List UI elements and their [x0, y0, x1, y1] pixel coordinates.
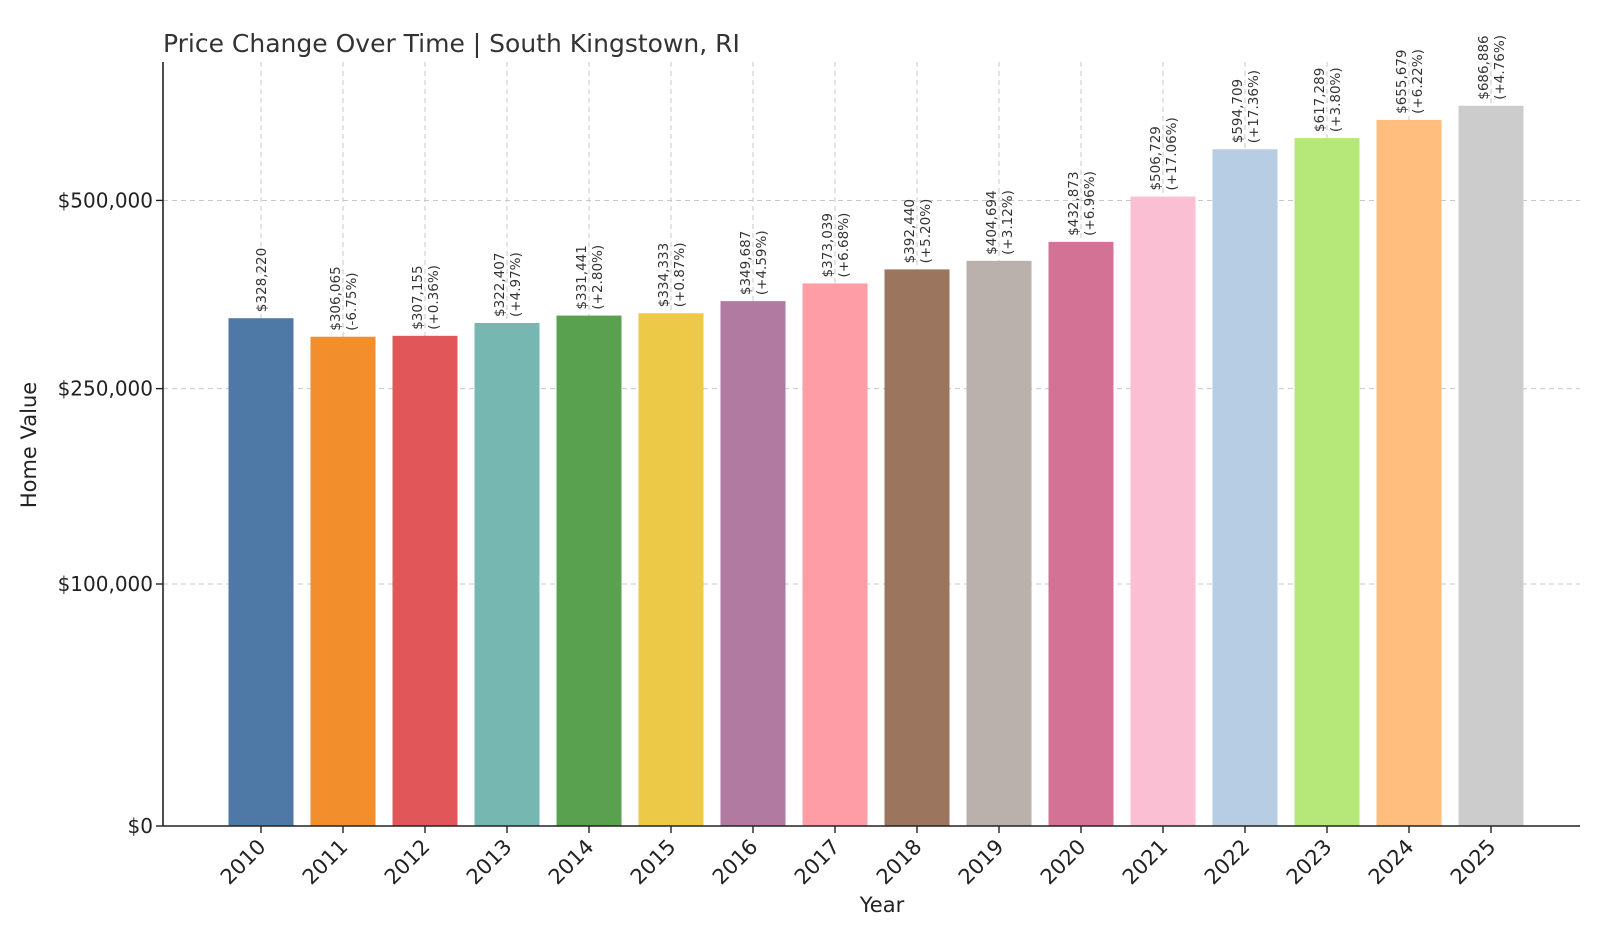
change-label: (+5.20%): [918, 199, 934, 264]
bar-label-group: $307,155 (+0.36%): [410, 265, 442, 330]
bars: [228, 105, 1524, 827]
bar-label-group: $349,687 (+4.59%): [738, 230, 770, 295]
value-label: $322,407: [492, 253, 508, 317]
x-tick-label: 2017: [790, 835, 845, 890]
value-label: $404,694: [984, 190, 1000, 254]
x-tick-label: 2025: [1446, 835, 1501, 890]
change-label: (+17.06%): [1164, 117, 1180, 190]
bar-label-group: $334,333 (+0.87%): [656, 243, 688, 308]
bar-2013: [474, 322, 540, 826]
value-label: $594,709: [1230, 79, 1246, 143]
y-tick-label: $0: [128, 814, 153, 838]
x-tick-label: 2022: [1200, 835, 1255, 890]
change-label: (+4.59%): [754, 230, 770, 295]
bar-label-group: $306,065 (-6.75%): [328, 266, 360, 330]
bar-label-group: $655,679 (+6.22%): [1394, 49, 1426, 114]
value-label: $506,729: [1148, 126, 1164, 190]
bar-label-group: $432,873 (+6.96%): [1066, 171, 1098, 236]
bar-2024: [1376, 119, 1442, 826]
bar-2019: [966, 260, 1032, 826]
x-tick-label: 2010: [216, 835, 271, 890]
x-tick-label: 2024: [1364, 835, 1419, 890]
value-label: $306,065: [328, 266, 344, 330]
bar-2025: [1458, 105, 1524, 827]
change-label: (+3.80%): [1328, 67, 1344, 132]
bar-2012: [392, 335, 458, 826]
change-label: (+6.22%): [1410, 49, 1426, 114]
change-label: (+6.96%): [1082, 171, 1098, 236]
bar-label-group: $594,709 (+17.36%): [1230, 70, 1262, 143]
change-label: (+6.68%): [836, 213, 852, 278]
bar-label-group: $373,039 (+6.68%): [820, 213, 852, 278]
change-label: (+4.76%): [1492, 35, 1508, 100]
data-labels: $328,220 $306,065 (-6.75%) $307,155 (+0.36%)…: [254, 35, 1508, 331]
value-label: $307,155: [410, 265, 426, 329]
bar-label-group: $404,694 (+3.12%): [984, 190, 1016, 255]
bar-2020: [1048, 241, 1114, 826]
bar-label-group: $328,220: [254, 248, 270, 312]
value-label: $686,886: [1476, 35, 1492, 99]
value-label: $331,441: [574, 245, 590, 309]
bar-label-group: $331,441 (+2.80%): [574, 245, 606, 310]
bar-label-group: $617,289 (+3.80%): [1312, 67, 1344, 132]
value-label: $349,687: [738, 231, 754, 295]
x-axis-label: Year: [859, 893, 905, 917]
bar-2023: [1294, 138, 1360, 826]
value-label: $617,289: [1312, 68, 1328, 132]
x-tick-label: 2018: [872, 835, 927, 890]
x-tick-label: 2019: [954, 835, 1009, 890]
change-label: (+17.36%): [1246, 70, 1262, 143]
y-tick-label: $500,000: [58, 188, 153, 212]
x-tick-label: 2012: [380, 835, 435, 890]
x-tick-label: 2016: [708, 835, 763, 890]
grid: [163, 62, 1580, 826]
bar-2016: [720, 301, 786, 826]
x-tick-label: 2020: [1036, 835, 1091, 890]
bar-2010: [228, 318, 294, 826]
bar-2022: [1212, 149, 1278, 827]
bar-2018: [884, 269, 950, 826]
bar-2014: [556, 315, 622, 826]
bar-label-group: $686,886 (+4.76%): [1476, 35, 1508, 100]
change-label: (+4.97%): [508, 252, 524, 317]
bar-2011: [310, 336, 376, 826]
x-tick-label: 2013: [462, 835, 517, 890]
bar-2015: [638, 313, 704, 827]
chart-title: Price Change Over Time | South Kingstown…: [163, 29, 740, 58]
change-label: (+0.87%): [672, 243, 688, 308]
x-tick-label: 2011: [298, 835, 353, 890]
y-axis-label: Home Value: [17, 382, 41, 508]
change-label: (-6.75%): [344, 272, 360, 330]
value-label: $392,440: [902, 199, 918, 263]
value-label: $655,679: [1394, 49, 1410, 113]
value-label: $432,873: [1066, 171, 1082, 235]
bar-label-group: $506,729 (+17.06%): [1148, 117, 1180, 190]
x-tick-label: 2023: [1282, 835, 1337, 890]
bar-2017: [802, 283, 868, 826]
value-label: $373,039: [820, 213, 836, 277]
bar-2021: [1130, 196, 1196, 826]
x-tick-label: 2014: [544, 835, 599, 890]
value-label: $334,333: [656, 243, 672, 307]
change-label: (+2.80%): [590, 245, 606, 310]
bar-label-group: $392,440 (+5.20%): [902, 199, 934, 264]
change-label: (+3.12%): [1000, 190, 1016, 255]
value-label: $328,220: [254, 248, 270, 312]
change-label: (+0.36%): [426, 265, 442, 330]
y-tick-label: $250,000: [58, 377, 153, 401]
y-tick-label: $100,000: [58, 572, 153, 596]
x-tick-label: 2015: [626, 835, 681, 890]
bar-label-group: $322,407 (+4.97%): [492, 252, 524, 317]
x-tick-label: 2021: [1118, 835, 1173, 890]
